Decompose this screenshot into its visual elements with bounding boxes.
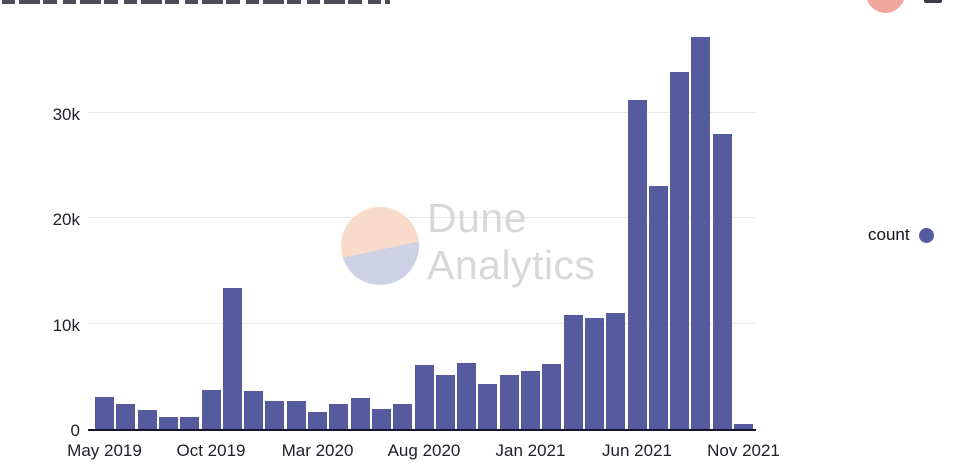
bar-dec-2019[interactable] — [244, 391, 264, 429]
bar-sep-2021[interactable] — [691, 36, 711, 429]
bar-oct-2019[interactable] — [201, 389, 221, 429]
gridline-20k — [88, 217, 756, 218]
bar-jun-2021[interactable] — [627, 99, 647, 429]
bar-aug-2019[interactable] — [158, 417, 178, 429]
bar-feb-2020[interactable] — [286, 400, 306, 429]
x-tick-label: Mar 2020 — [281, 441, 354, 460]
bar-nov-2021[interactable] — [734, 423, 753, 429]
bar-apr-2021[interactable] — [584, 318, 604, 429]
bar-sep-2019[interactable] — [180, 417, 200, 429]
avatar[interactable] — [866, 0, 905, 13]
x-tick-label: Oct 2019 — [176, 441, 246, 460]
x-tick-label: Jun 2021 — [602, 441, 672, 460]
y-tick-label: 0 — [70, 421, 80, 440]
truncated-title-fragment — [2, 0, 390, 4]
bar-jul-2019[interactable] — [137, 410, 157, 429]
y-tick-label: 30k — [52, 104, 80, 124]
bar-aug-2021[interactable] — [670, 72, 690, 429]
bar-jun-2020[interactable] — [371, 408, 391, 429]
legend-marker-icon — [918, 227, 934, 243]
bar-nov-2020[interactable] — [478, 383, 498, 429]
bar-may-2021[interactable] — [606, 312, 626, 429]
bar-apr-2020[interactable] — [329, 403, 349, 429]
y-tick-label: 10k — [52, 315, 80, 335]
legend-label: count — [868, 225, 910, 244]
gridline-10k — [88, 322, 756, 324]
plot-area — [88, 25, 756, 431]
bar-may-2020[interactable] — [350, 398, 370, 429]
bar-jul-2021[interactable] — [648, 186, 668, 429]
legend-item-count[interactable]: count — [868, 225, 934, 245]
bar-aug-2020[interactable] — [414, 364, 434, 429]
bar-nov-2019[interactable] — [222, 287, 242, 429]
bar-dec-2020[interactable] — [499, 375, 519, 429]
bar-oct-2021[interactable] — [712, 133, 732, 429]
bar-mar-2020[interactable] — [308, 412, 327, 429]
bar-oct-2020[interactable] — [457, 362, 477, 429]
truncated-menu-fragment — [924, 0, 942, 3]
x-tick-label: Nov 2021 — [707, 441, 780, 460]
bar-jan-2021[interactable] — [521, 370, 540, 429]
x-tick-label: Aug 2020 — [387, 441, 461, 460]
bar-feb-2021[interactable] — [542, 363, 562, 429]
bar-jun-2019[interactable] — [116, 403, 136, 429]
bar-jul-2020[interactable] — [393, 403, 413, 429]
x-tick-label: May 2019 — [67, 441, 142, 460]
bar-may-2019[interactable] — [95, 397, 114, 429]
bar-jan-2020[interactable] — [265, 400, 285, 429]
gridline-30k — [88, 111, 756, 113]
bar-sep-2020[interactable] — [435, 375, 455, 429]
bar-mar-2021[interactable] — [563, 315, 583, 429]
x-tick-label: Jan 2021 — [495, 441, 566, 460]
y-tick-label: 20k — [52, 210, 80, 229]
